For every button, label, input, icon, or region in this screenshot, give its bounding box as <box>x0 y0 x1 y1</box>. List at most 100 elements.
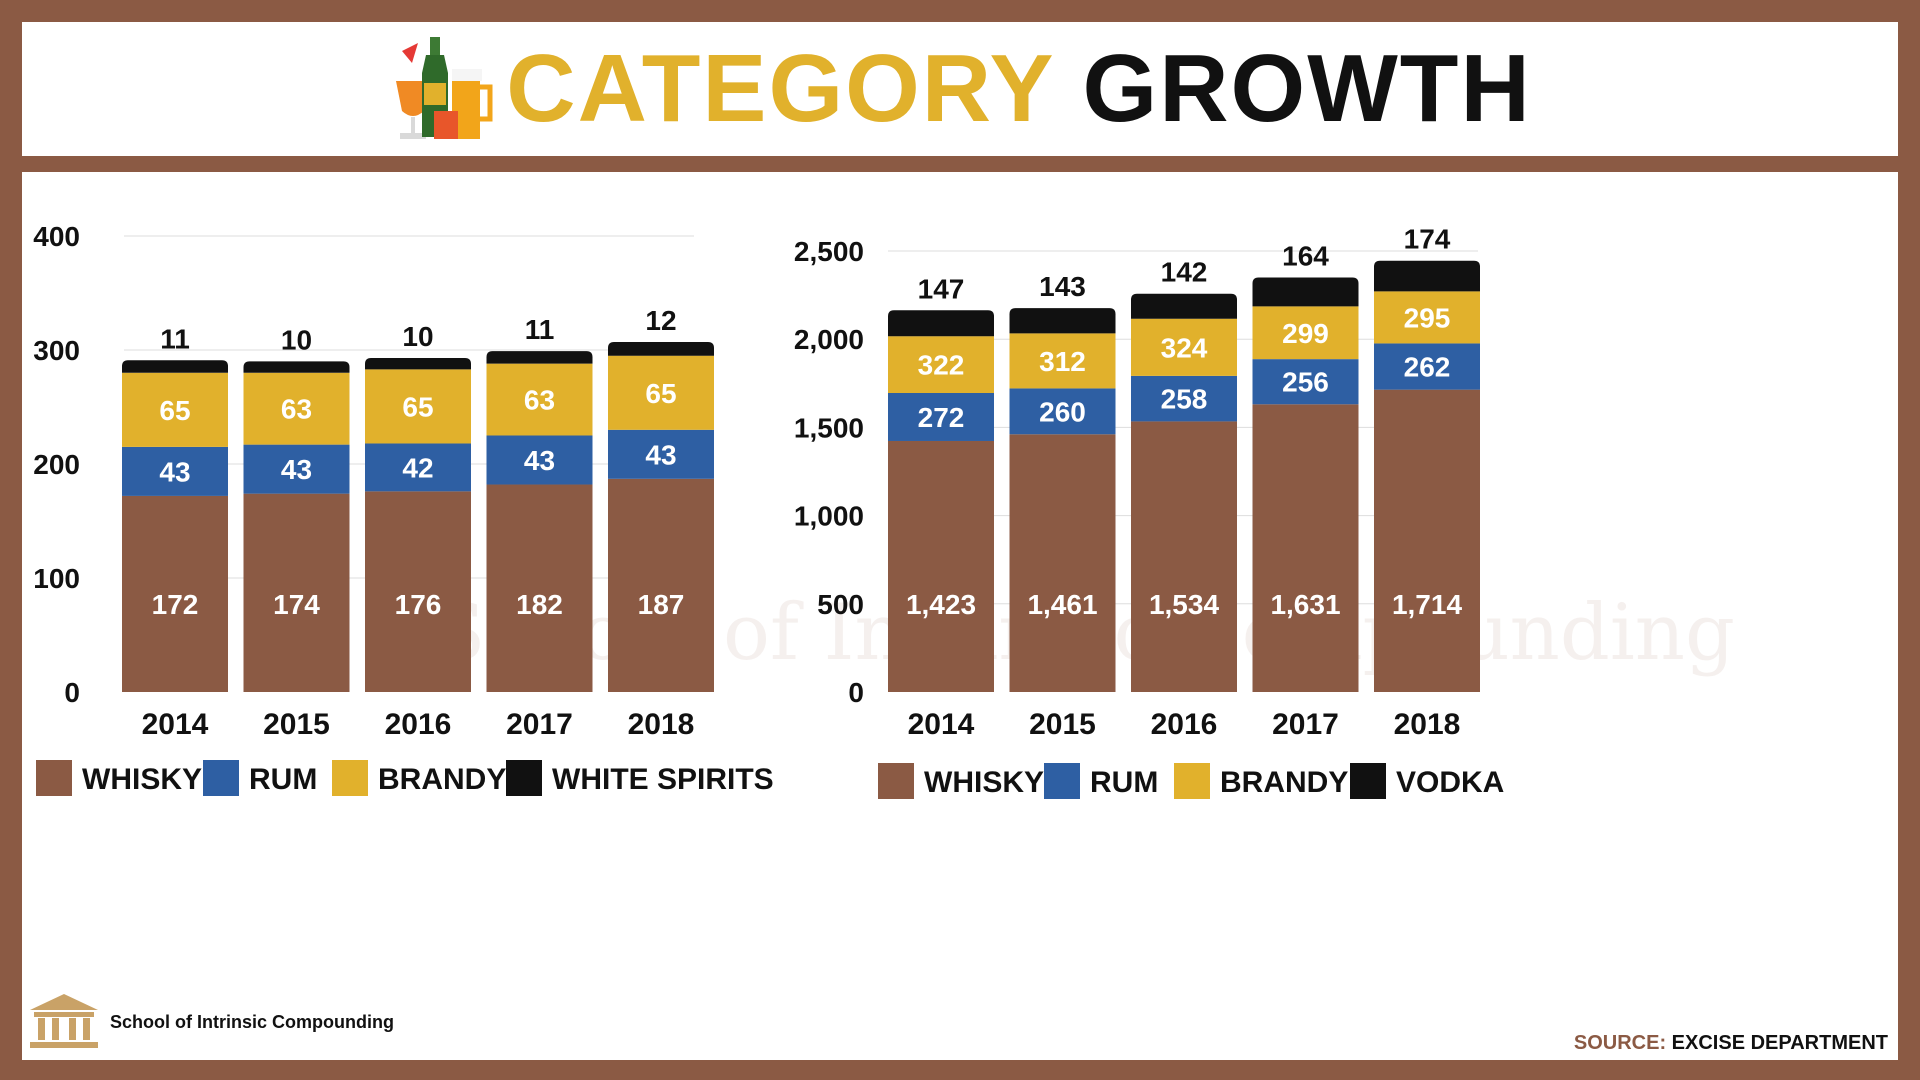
x-tick-label: 2018 <box>628 708 695 741</box>
x-tick-label: 2014 <box>142 708 209 741</box>
data-label: 143 <box>1039 271 1086 302</box>
data-label: 11 <box>525 314 555 345</box>
legend-label: BRANDY <box>378 763 506 796</box>
title-growth: GROWTH <box>1082 35 1532 142</box>
bar-segment <box>1131 293 1237 319</box>
y-tick-label: 200 <box>33 449 80 480</box>
header-banner: CATEGORY GROWTH <box>22 22 1898 156</box>
data-label: 43 <box>645 439 676 470</box>
y-tick-label: 0 <box>64 677 80 708</box>
bar-segment <box>243 493 350 692</box>
bar-segment <box>486 435 593 485</box>
x-tick-label: 2016 <box>1151 708 1218 741</box>
bar-segment <box>1374 343 1480 390</box>
bar-segment <box>1374 291 1480 344</box>
y-tick-label: 100 <box>33 563 80 594</box>
legend-swatch <box>878 763 914 799</box>
data-label: 272 <box>918 402 965 433</box>
bar-segment <box>1374 260 1480 292</box>
temple-icon <box>30 994 98 1048</box>
bar-segment <box>122 360 228 373</box>
data-label: 142 <box>1161 257 1208 288</box>
data-label: 11 <box>160 323 190 354</box>
bar-segment <box>1131 318 1237 376</box>
bar-segment <box>122 372 228 447</box>
bar-segment <box>122 495 228 692</box>
x-tick-label: 2017 <box>506 708 573 741</box>
title-category: CATEGORY <box>506 35 1054 142</box>
bar-segment <box>365 491 471 692</box>
bar-segment <box>243 444 350 494</box>
legend-label: RUM <box>249 763 317 796</box>
data-label: 43 <box>281 454 312 485</box>
bar-segment <box>1009 434 1116 692</box>
bar-segment <box>888 310 994 337</box>
charts-canvas: 0100200300400172436511201417443631020151… <box>33 221 1504 799</box>
y-tick-label: 0 <box>848 677 864 708</box>
legend-swatch <box>506 760 542 796</box>
data-label: 43 <box>524 445 555 476</box>
bar-segment <box>888 440 994 692</box>
data-label: 176 <box>395 589 442 620</box>
bar-segment <box>608 355 714 430</box>
data-label: 312 <box>1039 346 1086 377</box>
data-label: 260 <box>1039 396 1086 427</box>
legend-label: RUM <box>1090 766 1158 799</box>
bar-segment <box>1131 421 1237 692</box>
data-label: 63 <box>524 385 555 416</box>
bar-segment <box>243 361 350 373</box>
data-label: 12 <box>645 305 676 336</box>
data-label: 322 <box>918 350 965 381</box>
brand-name: School of Intrinsic Compounding <box>110 1011 394 1032</box>
y-tick-label: 2,000 <box>794 324 864 355</box>
y-tick-label: 400 <box>33 221 80 252</box>
bar-segment <box>365 443 471 492</box>
y-tick-label: 300 <box>33 335 80 366</box>
bar-segment <box>888 393 994 441</box>
x-tick-label: 2018 <box>1394 708 1461 741</box>
data-label: 10 <box>281 324 312 355</box>
bar-segment <box>243 372 350 445</box>
bar-segment <box>888 336 994 394</box>
legend-swatch <box>332 760 368 796</box>
data-label: 1,461 <box>1027 589 1097 620</box>
drinks-icon <box>396 37 493 139</box>
x-tick-label: 2014 <box>908 708 975 741</box>
y-tick-label: 2,500 <box>794 236 864 267</box>
data-label: 65 <box>402 391 433 422</box>
x-tick-label: 2015 <box>263 708 330 741</box>
data-label: 256 <box>1282 367 1329 398</box>
data-label: 295 <box>1404 302 1451 333</box>
x-tick-label: 2016 <box>385 708 452 741</box>
bar-segment <box>608 429 714 479</box>
bar-segment <box>1252 404 1359 692</box>
data-label: 324 <box>1161 332 1208 363</box>
bar-segment <box>1374 389 1480 692</box>
source-note: SOURCE: EXCISE DEPARTMENT <box>1574 1032 1888 1055</box>
page-title: CATEGORY GROWTH <box>388 33 1532 145</box>
data-label: 43 <box>159 456 190 487</box>
legend-label: BRANDY <box>1220 766 1348 799</box>
bar-segment <box>608 478 714 692</box>
data-label: 174 <box>1404 224 1451 255</box>
source-value: EXCISE DEPARTMENT <box>1671 1032 1888 1054</box>
data-label: 258 <box>1161 384 1208 415</box>
bar-segment <box>1131 375 1237 422</box>
legend-label: VODKA <box>1396 766 1504 799</box>
data-label: 172 <box>152 589 199 620</box>
legend-swatch <box>1174 763 1210 799</box>
legend-swatch <box>1350 763 1386 799</box>
data-label: 1,534 <box>1149 589 1219 620</box>
bar-segment <box>1252 306 1359 360</box>
data-label: 1,631 <box>1270 589 1340 620</box>
data-label: 1,714 <box>1392 589 1462 620</box>
bar-segment <box>1252 359 1359 405</box>
legend-swatch <box>203 760 239 796</box>
data-label: 262 <box>1404 352 1451 383</box>
bar-segment <box>608 342 714 356</box>
footer-brand: School of Intrinsic Compounding <box>26 992 394 1052</box>
legend-swatch <box>36 760 72 796</box>
data-label: 10 <box>402 321 433 352</box>
charts-panel: School of Intrinsic Compounding 01002003… <box>22 172 1898 1060</box>
data-label: 1,423 <box>906 589 976 620</box>
